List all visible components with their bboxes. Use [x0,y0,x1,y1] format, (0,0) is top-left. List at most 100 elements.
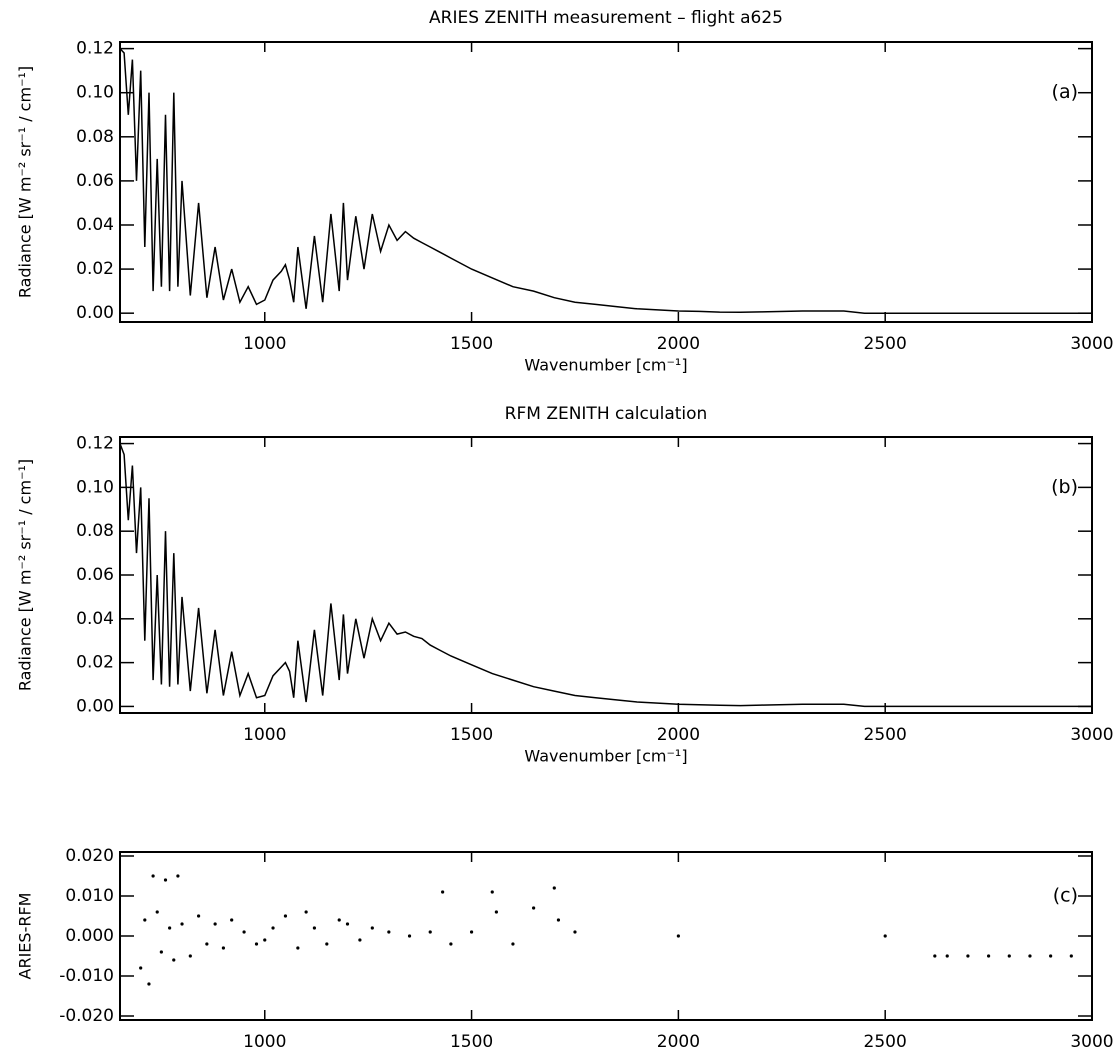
residual-point [205,942,209,946]
residual-point [325,942,329,946]
residual-point [263,938,267,942]
y-tick-label: 0.00 [76,303,114,323]
residual-point [283,914,288,918]
x-tick-label: 1500 [450,1032,493,1052]
panel-annotation: (a) [1052,81,1078,103]
y-tick-label: -0.010 [59,966,114,986]
y-tick-label: 0.08 [76,127,114,147]
residual-point [1069,954,1073,958]
y-tick-label: 0.000 [65,926,114,946]
residual-point [172,958,176,962]
chart-title: RFM ZENITH calculation [505,404,708,424]
x-tick-label: 2000 [657,725,700,745]
residual-point [511,942,515,946]
x-tick-label: 2000 [657,334,700,354]
y-tick-label: 0.04 [76,215,114,235]
residual-point [573,930,577,934]
y-tick-label: 0.10 [76,477,114,497]
y-tick-label: 0.00 [76,696,114,716]
y-tick-label: 0.020 [65,846,114,866]
residual-point [449,942,453,946]
residual-point [556,918,561,922]
residual-point [407,934,412,938]
residual-point [168,926,172,930]
y-tick-label: 0.010 [65,886,114,906]
residual-point [271,926,275,930]
residual-point [213,922,217,926]
panel: 1000 1500 2000 2500 3000 Wavenumber [cm⁻¹] -0.… [16,846,1114,1056]
y-tick-label: 0.06 [76,171,114,191]
residual-point [155,910,159,914]
residual-point [345,922,350,926]
spectrum-line [119,48,1092,314]
plot-frame [119,41,1093,323]
x-tick-label: 2500 [864,334,907,354]
y-tick-label: 0.08 [76,521,114,541]
residual-point [552,886,556,890]
residual-point [1049,954,1053,958]
x-tick-label: 1500 [450,334,493,354]
y-tick-label: 0.12 [76,39,114,59]
residual-point [147,982,151,986]
y-axis-label: Radiance [W m⁻² sr⁻¹ / cm⁻¹] [16,459,35,691]
x-axis-label: Wavenumber [cm⁻¹] [524,1054,687,1056]
y-tick-label: 0.06 [76,565,114,585]
residual-point [230,918,234,922]
residual-point [296,946,300,950]
plot-frame [119,436,1093,714]
chart-title: ARIES ZENITH measurement – flight a625 [429,8,783,28]
y-tick-label: -0.020 [59,1006,114,1026]
panel: ARIES ZENITH measurement – flight a625 10… [16,8,1114,375]
residual-point [1007,954,1011,958]
y-tick-label: 0.04 [76,609,114,629]
y-tick-label: 0.02 [76,653,114,673]
x-axis-label: Wavenumber [cm⁻¹] [524,356,687,375]
residual-point [532,906,536,910]
residual-point [883,934,887,938]
residual-point [159,950,163,954]
spectrum-line [119,443,1092,708]
y-axis-label: ARIES-RFM [16,893,35,980]
residual-point [441,890,445,894]
residual-point [242,930,246,934]
x-tick-label: 3000 [1070,725,1113,745]
x-tick-label: 1000 [243,334,286,354]
x-tick-label: 2000 [657,1032,700,1052]
residual-point [676,934,680,938]
x-tick-label: 2500 [864,725,907,745]
residual-point [490,890,494,894]
plot-frame [119,851,1093,1021]
residual-point [1028,954,1032,958]
residual-point [358,938,362,942]
x-tick-label: 1000 [243,1032,286,1052]
residual-point [180,922,184,926]
residual-point [945,954,949,958]
x-tick-label: 2500 [864,1032,907,1052]
residual-point [163,878,168,882]
residual-point [428,930,432,934]
residual-point [933,954,937,958]
residual-point [494,910,498,914]
residual-point [312,926,316,930]
residual-point [188,954,192,958]
residual-point [151,874,155,878]
x-axis-label: Wavenumber [cm⁻¹] [524,747,687,766]
residual-point [966,954,970,958]
residual-point [143,918,147,922]
residual-point [387,930,391,934]
x-tick-label: 1000 [243,725,286,745]
x-tick-label: 3000 [1070,334,1113,354]
residual-point [139,966,143,970]
residual-point [469,930,474,934]
residual-point [337,918,341,922]
y-tick-label: 0.12 [76,434,114,454]
panel-annotation: (b) [1051,476,1078,498]
panel: RFM ZENITH calculation 1000 1500 2000 2500 30… [16,404,1114,766]
residual-point [370,926,374,930]
x-tick-label: 1500 [450,725,493,745]
residual-point [196,914,201,918]
y-tick-label: 0.02 [76,259,114,279]
residual-point [254,942,259,946]
